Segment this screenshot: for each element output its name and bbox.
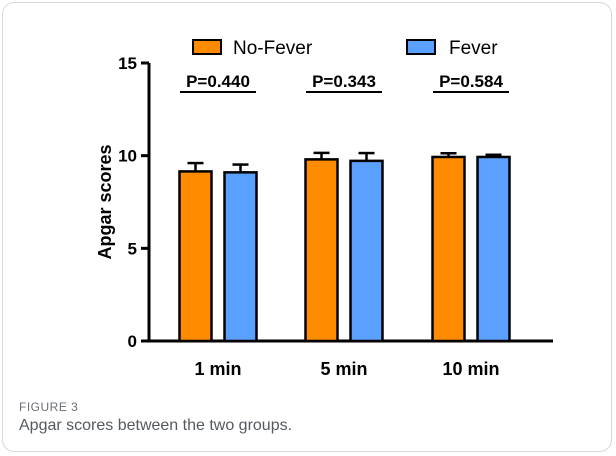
x-tick-label: 1 min (194, 359, 241, 379)
x-tick-label: 10 min (442, 359, 499, 379)
p-value-annotation: P=0.440 (186, 72, 250, 91)
p-value-annotation: P=0.343 (312, 72, 376, 91)
legend-swatch-fever (406, 39, 436, 55)
legend-swatch-no-fever (192, 39, 222, 55)
bar-chart: 0 5 10 15 Apgar scores 1 min P=0.440 5 min P=0.3… (95, 38, 553, 379)
y-tick-label: 15 (118, 54, 137, 73)
bar-no-fever (431, 155, 466, 343)
y-tick-label: 10 (118, 147, 137, 166)
bar-no-fever (178, 170, 213, 343)
y-tick-label: 0 (128, 332, 137, 351)
legend-label: Fever (449, 38, 498, 59)
bar-no-fever (304, 158, 339, 343)
p-value-annotation: P=0.584 (439, 72, 503, 91)
figure-card: 0 5 10 15 Apgar scores 1 min P=0.440 5 min P=0.3… (2, 2, 612, 452)
y-axis-label: Apgar scores (95, 144, 115, 259)
figure-caption: Apgar scores between the two groups. (19, 417, 293, 434)
y-tick-label: 5 (128, 239, 137, 258)
legend-label: No-Fever (233, 38, 313, 59)
bar-fever (476, 155, 511, 343)
bar-fever (223, 171, 258, 343)
x-tick-label: 5 min (320, 359, 367, 379)
figure-label: FIGURE 3 (19, 400, 79, 414)
bar-fever (349, 159, 384, 343)
